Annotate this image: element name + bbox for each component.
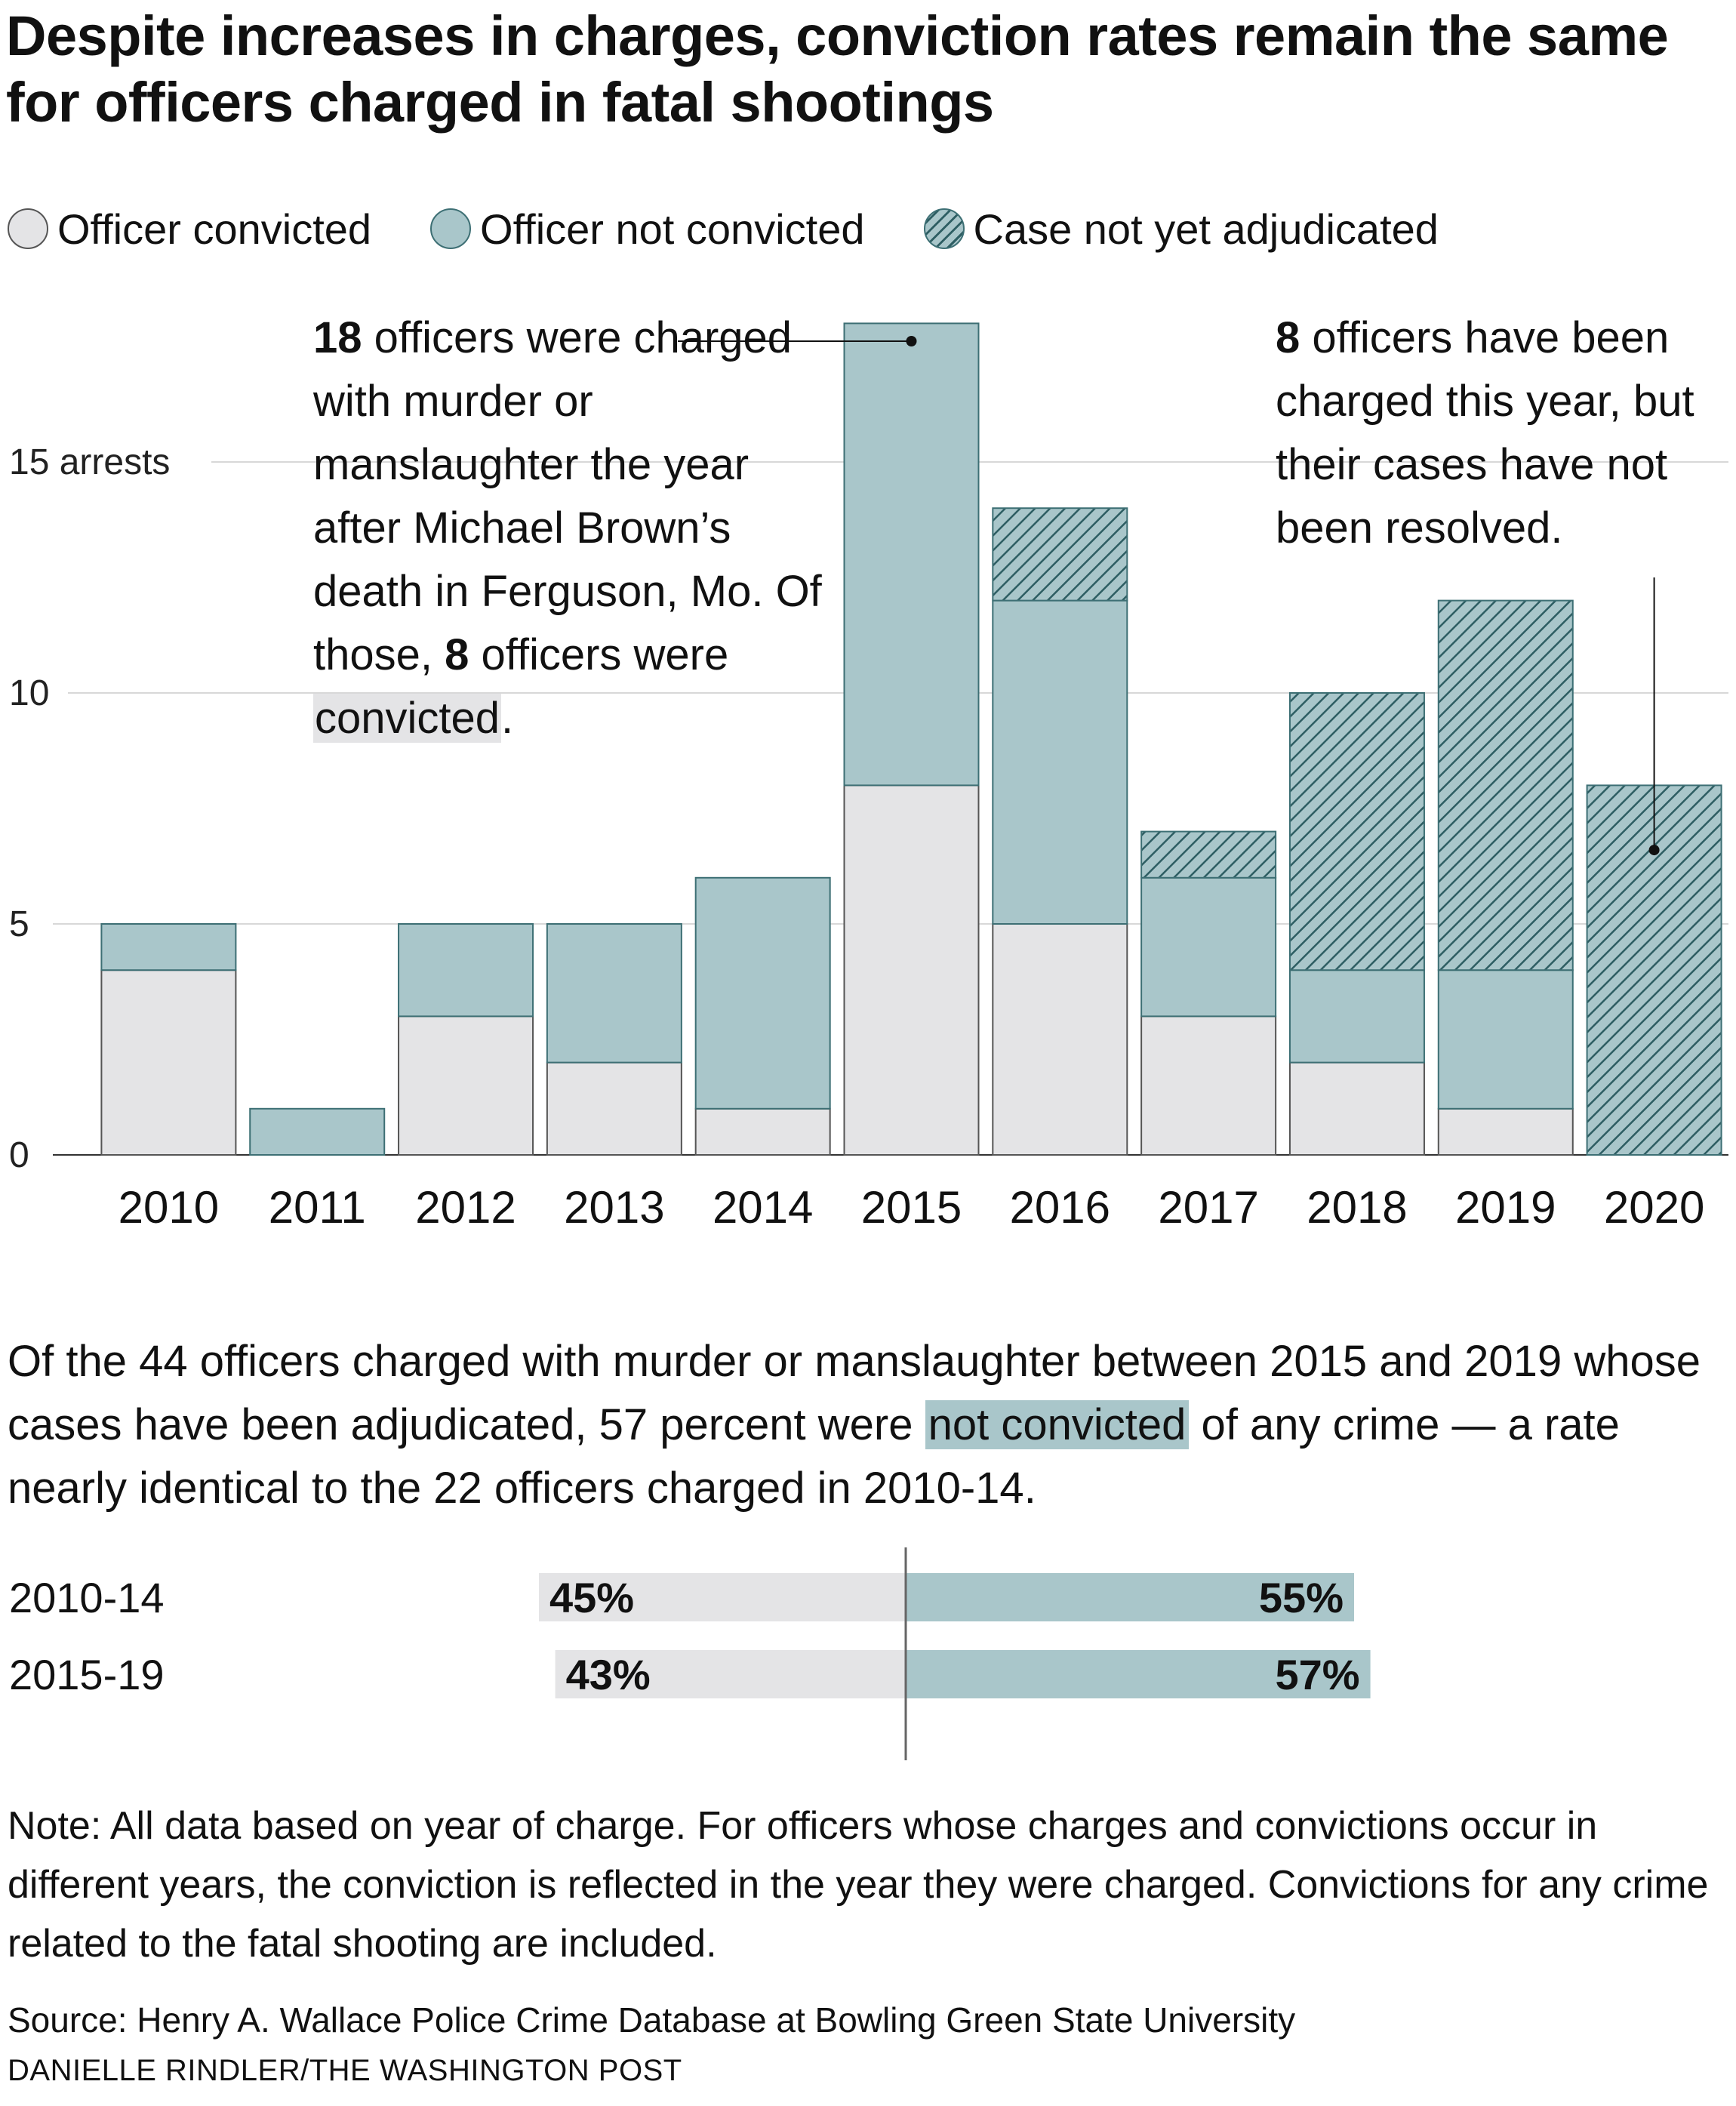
legend-label-pending: Case not yet adjudicated xyxy=(973,205,1439,253)
annotation-2015-convicted-count: 8 xyxy=(445,630,469,679)
annotation-2015: 18 officers were charged with murder or … xyxy=(313,306,842,750)
rate-row-label: 2010-14 xyxy=(9,1574,165,1621)
annotation-2015-highlight: convicted xyxy=(313,694,502,743)
annotation-2020: 8 officers have been charged this year, … xyxy=(1276,306,1728,560)
x-tick-label: 2012 xyxy=(415,1182,516,1233)
bar-segment-convicted xyxy=(843,784,980,1156)
bar-segment-pending xyxy=(1140,830,1277,879)
chart-title: Despite increases in charges, conviction… xyxy=(6,5,1669,134)
annotation-2015-text-2: officers were xyxy=(469,630,729,679)
y-tick-label: 15 arrests xyxy=(9,442,170,482)
rate-value-convicted: 43% xyxy=(566,1651,651,1698)
bar-segment-not-convicted xyxy=(694,876,831,1110)
rate-bar-convicted xyxy=(539,1573,906,1621)
summary-highlight: not convicted xyxy=(925,1400,1190,1449)
bar-segment-convicted xyxy=(992,923,1128,1156)
x-tick-label: 2016 xyxy=(1010,1182,1110,1233)
legend-label-convicted: Officer convicted xyxy=(57,205,372,253)
bar-segment-convicted xyxy=(546,1061,682,1156)
annotation-2015-count: 18 xyxy=(313,313,362,362)
bar-segment-convicted xyxy=(694,1107,831,1156)
bar-segment-not-convicted xyxy=(100,923,237,971)
bar-segment-convicted xyxy=(1437,1107,1574,1156)
annotation-2015-end: . xyxy=(501,694,514,743)
y-axis: 0 5 10 15 arrests xyxy=(9,442,170,1175)
legend: Officer convicted Officer not convicted … xyxy=(8,202,1497,255)
x-tick-label: 2018 xyxy=(1307,1182,1407,1233)
y-tick-label: 10 xyxy=(9,673,49,713)
legend-item-pending: Case not yet adjudicated xyxy=(923,205,1439,254)
legend-swatch-convicted xyxy=(8,208,48,249)
legend-swatch-pending xyxy=(923,208,965,249)
bar-segment-not-convicted xyxy=(249,1107,386,1156)
legend-item-not-convicted: Officer not convicted xyxy=(430,205,865,254)
rate-comparison-chart: 2010-14 45% 55% 2015-19 43% 57% xyxy=(9,1547,1371,1760)
x-axis: 2010 2011 2012 2013 2014 2015 2016 2017 2018 2019… xyxy=(119,1182,1705,1233)
legend-item-convicted: Officer convicted xyxy=(8,205,371,254)
x-tick-label: 2013 xyxy=(564,1182,664,1233)
summary-text: Of the 44 officers charged with murder o… xyxy=(8,1330,1721,1520)
x-tick-label: 2015 xyxy=(861,1182,962,1233)
source: Source: Henry A. Wallace Police Crime Da… xyxy=(8,2000,1296,2040)
bar-segment-not-convicted xyxy=(1437,969,1574,1110)
rate-bars: 2010-14 45% 55% 2015-19 43% 57% xyxy=(9,1547,1371,1760)
bar-segment-pending xyxy=(1437,599,1574,971)
bar-segment-not-convicted xyxy=(546,923,682,1064)
summary-after: of any crime — a rate nearly identical t… xyxy=(8,1400,1620,1513)
bar-segment-not-convicted xyxy=(843,322,980,787)
annotation-2015-text: officers were charged with murder or man… xyxy=(313,313,822,679)
rate-value-not-convicted: 57% xyxy=(1276,1651,1360,1698)
credit: DANIELLE RINDLER/THE WASHINGTON POST xyxy=(8,2054,682,2087)
rate-bar-not-convicted xyxy=(906,1573,1354,1621)
bar-segment-not-convicted xyxy=(1140,876,1277,1018)
bar-segment-convicted xyxy=(100,969,237,1156)
x-tick-label: 2011 xyxy=(269,1182,366,1233)
bar-segment-convicted xyxy=(1140,1015,1277,1156)
bar-segment-not-convicted xyxy=(1288,969,1425,1064)
y-tick-label: 5 xyxy=(9,904,29,944)
x-tick-label: 2017 xyxy=(1158,1182,1258,1233)
y-tick-label: 0 xyxy=(9,1135,29,1175)
bar-segment-pending xyxy=(1288,692,1425,971)
note: Note: All data based on year of charge. … xyxy=(8,1804,1709,1966)
summary-before: Of the 44 officers charged with murder o… xyxy=(8,1337,1701,1449)
rate-row-label: 2015-19 xyxy=(9,1651,165,1698)
x-tick-label: 2014 xyxy=(713,1182,813,1233)
bars xyxy=(100,322,1722,1156)
legend-label-not-convicted: Officer not convicted xyxy=(480,205,865,253)
bar-segment-not-convicted xyxy=(398,923,534,1018)
legend-swatch-not-convicted xyxy=(430,208,472,249)
bar-segment-not-convicted xyxy=(992,599,1128,925)
rate-bar-not-convicted xyxy=(906,1650,1371,1698)
annotation-leaders xyxy=(678,336,1660,856)
annotation-2020-count: 8 xyxy=(1276,313,1300,362)
x-tick-label: 2020 xyxy=(1604,1182,1704,1233)
x-tick-label: 2010 xyxy=(119,1182,219,1233)
leader-dot-2015 xyxy=(906,336,917,346)
bar-segment-convicted xyxy=(1288,1061,1425,1156)
annotation-2020-text: officers have been charged this year, bu… xyxy=(1276,313,1694,553)
rate-bar-convicted xyxy=(555,1650,906,1698)
leader-dot-2020 xyxy=(1648,845,1660,856)
rate-value-not-convicted: 55% xyxy=(1259,1574,1344,1621)
bar-segment-convicted xyxy=(398,1015,534,1156)
rate-value-convicted: 45% xyxy=(549,1574,634,1621)
bar-segment-pending xyxy=(992,507,1128,602)
x-tick-label: 2019 xyxy=(1455,1182,1556,1233)
